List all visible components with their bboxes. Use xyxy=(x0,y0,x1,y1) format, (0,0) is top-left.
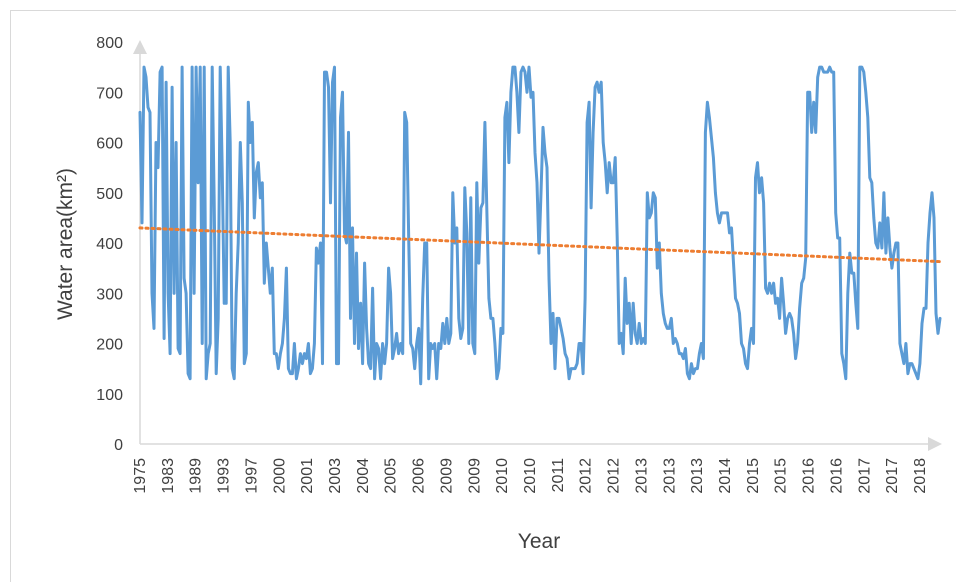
y-tick-label: 500 xyxy=(96,186,123,203)
x-tick-label: 2018 xyxy=(912,458,929,494)
x-tick-label: 2013 xyxy=(689,458,706,494)
x-tick-label: 2001 xyxy=(299,458,316,494)
x-tick-label: 2011 xyxy=(550,458,567,493)
x-tick-label: 2016 xyxy=(828,458,845,494)
x-axis-ticks: 1975 1983 1989 1993 1997 2000 2001 2003 2004 2005… xyxy=(132,458,929,494)
y-tick-label: 400 xyxy=(96,236,123,253)
chart-frame xyxy=(10,10,956,582)
y-axis-ticks: 0 100 200 300 400 500 600 700 800 xyxy=(96,35,123,454)
x-axis-title: Year xyxy=(518,530,560,553)
x-tick-label: 2009 xyxy=(438,458,455,494)
y-tick-label: 600 xyxy=(96,136,123,153)
y-tick-label: 300 xyxy=(96,286,123,303)
series-line xyxy=(138,65,942,386)
x-tick-label: 2004 xyxy=(355,458,372,494)
x-tick-label: 2000 xyxy=(271,458,288,494)
y-axis-arrow xyxy=(133,40,147,54)
x-tick-label: 2003 xyxy=(327,458,344,494)
x-tick-label: 2006 xyxy=(411,458,428,494)
x-tick-label: 1975 xyxy=(132,458,149,494)
x-tick-label: 2010 xyxy=(494,458,511,494)
y-tick-label: 800 xyxy=(96,35,123,52)
x-tick-label: 2015 xyxy=(773,458,790,494)
y-axis-title: Water area(km²) xyxy=(54,168,77,320)
x-tick-label: 1997 xyxy=(243,458,260,494)
x-tick-label: 2013 xyxy=(633,458,650,494)
trendline xyxy=(138,226,942,264)
y-tick-label: 200 xyxy=(96,337,123,354)
x-tick-label: 2013 xyxy=(661,458,678,494)
y-tick-label: 700 xyxy=(96,85,123,102)
x-tick-label: 2014 xyxy=(717,458,734,494)
x-tick-label: 2015 xyxy=(745,458,762,494)
y-tick-label: 100 xyxy=(96,387,123,404)
x-tick-label: 1989 xyxy=(188,458,205,494)
x-tick-label: 2017 xyxy=(856,458,873,494)
x-tick-label: 2010 xyxy=(522,458,539,494)
x-axis-arrow xyxy=(928,437,942,451)
y-tick-label: 0 xyxy=(114,437,123,454)
x-tick-label: 2012 xyxy=(578,458,595,494)
x-tick-label: 2009 xyxy=(466,458,483,494)
x-tick-label: 1983 xyxy=(160,458,177,494)
x-tick-label: 2017 xyxy=(884,458,901,494)
x-tick-label: 1993 xyxy=(216,458,233,494)
x-tick-label: 2016 xyxy=(801,458,818,494)
x-tick-label: 2005 xyxy=(383,458,400,494)
x-tick-label: 2012 xyxy=(606,458,623,494)
